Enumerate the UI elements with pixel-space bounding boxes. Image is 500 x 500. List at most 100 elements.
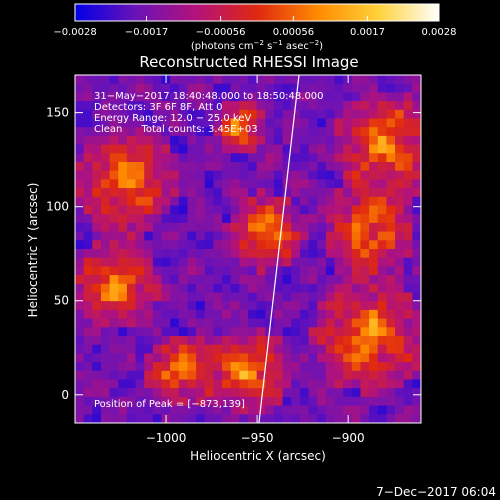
heatmap-cell <box>386 144 396 154</box>
heatmap-cell <box>395 327 405 337</box>
heatmap-cell <box>351 83 362 93</box>
heatmap-cell <box>317 266 327 276</box>
heatmap-cell <box>369 257 379 267</box>
heatmap-cell <box>360 249 370 259</box>
heatmap-cell <box>334 92 344 102</box>
heatmap-cell <box>152 162 163 172</box>
heatmap-cell <box>239 336 249 346</box>
heatmap-cell <box>83 196 93 207</box>
heatmap-cell <box>325 144 336 154</box>
heatmap-cell <box>222 405 232 415</box>
heatmap-cell <box>196 388 206 398</box>
heatmap-cell <box>369 196 379 207</box>
heatmap-cell <box>187 196 197 207</box>
heatmap-cell <box>213 266 223 276</box>
heatmap-cell <box>248 222 258 233</box>
heatmap-cell <box>230 205 240 215</box>
heatmap-cell <box>170 92 180 102</box>
heatmap-cell <box>395 379 405 389</box>
heatmap-cell <box>239 353 249 363</box>
heatmap-cell <box>343 231 353 241</box>
heatmap-cell <box>187 370 197 381</box>
heatmap-cell <box>360 135 370 146</box>
heatmap-cell <box>360 301 370 311</box>
heatmap-cell <box>248 283 258 294</box>
heatmap-cell <box>395 75 405 85</box>
heatmap-cell <box>395 353 405 363</box>
x-axis-label: Heliocentric X (arcsec) <box>190 449 326 463</box>
heatmap-cell <box>100 109 111 120</box>
heatmap-cell <box>395 162 405 172</box>
heatmap-cell <box>230 292 240 302</box>
heatmap-cell <box>170 127 180 137</box>
heatmap-cell <box>369 188 379 198</box>
heatmap-cell <box>213 92 223 102</box>
heatmap-cell <box>317 118 327 128</box>
heatmap-cell <box>92 362 102 372</box>
heatmap-cell <box>291 309 301 320</box>
heatmap-cell <box>325 127 336 137</box>
heatmap-cell <box>360 327 370 337</box>
heatmap-cell <box>170 109 180 120</box>
heatmap-cell <box>273 257 284 267</box>
heatmap-cell <box>412 405 421 415</box>
heatmap-cell <box>118 179 128 189</box>
heatmap-cell <box>386 75 396 85</box>
heatmap-cell <box>239 162 249 172</box>
heatmap-cell <box>118 135 128 146</box>
heatmap-cell <box>317 301 327 311</box>
heatmap-cell <box>118 388 128 398</box>
heatmap-cell <box>334 83 344 93</box>
heatmap-cell <box>291 318 301 328</box>
heatmap-cell <box>144 283 154 294</box>
heatmap-cell <box>412 283 421 294</box>
heatmap-cell <box>395 135 405 146</box>
colorbar-tick-label: 0.00056 <box>273 27 314 38</box>
heatmap-cell <box>273 231 284 241</box>
heatmap-cell <box>256 109 266 120</box>
heatmap-cell <box>265 370 275 381</box>
heatmap-cell <box>144 309 154 320</box>
heatmap-cell <box>178 275 189 285</box>
heatmap-cell <box>222 257 232 267</box>
heatmap-cell <box>273 388 284 398</box>
heatmap-cell <box>403 101 413 111</box>
heatmap-cell <box>204 249 214 259</box>
heatmap-cell <box>239 127 249 137</box>
heatmap-cell <box>343 405 353 415</box>
heatmap-cell <box>100 127 111 137</box>
heatmap-cell <box>317 75 327 85</box>
heatmap-cell <box>126 396 137 407</box>
heatmap-cell <box>256 370 266 381</box>
heatmap-cell <box>308 353 318 363</box>
heatmap-cell <box>126 118 137 128</box>
heatmap-cell <box>265 127 275 137</box>
heatmap-cell <box>213 179 223 189</box>
heatmap-cell <box>291 118 301 128</box>
heatmap-cell <box>109 118 119 128</box>
heatmap-cell <box>230 336 240 346</box>
heatmap-cell <box>178 379 189 389</box>
heatmap-cell <box>403 292 413 302</box>
heatmap-cell <box>369 222 379 233</box>
heatmap-cell <box>291 144 301 154</box>
heatmap-cell <box>386 188 396 198</box>
y-tick-label: 0 <box>61 388 69 402</box>
heatmap-cell <box>299 327 310 337</box>
heatmap-cell <box>377 370 387 381</box>
heatmap-cell <box>83 231 93 241</box>
heatmap-cell <box>239 240 249 250</box>
heatmap-cell <box>118 257 128 267</box>
heatmap-cell <box>239 249 249 259</box>
heatmap-cell <box>230 275 240 285</box>
heatmap-cell <box>325 292 336 302</box>
heatmap-cell <box>83 266 93 276</box>
heatmap-cell <box>256 188 266 198</box>
heatmap-cell <box>325 101 336 111</box>
heatmap-cell <box>126 231 137 241</box>
heatmap-cell <box>213 196 223 207</box>
heatmap-cell <box>161 353 171 363</box>
heatmap-cell <box>161 379 171 389</box>
heatmap-cell <box>178 75 189 85</box>
heatmap-cell <box>204 396 214 407</box>
